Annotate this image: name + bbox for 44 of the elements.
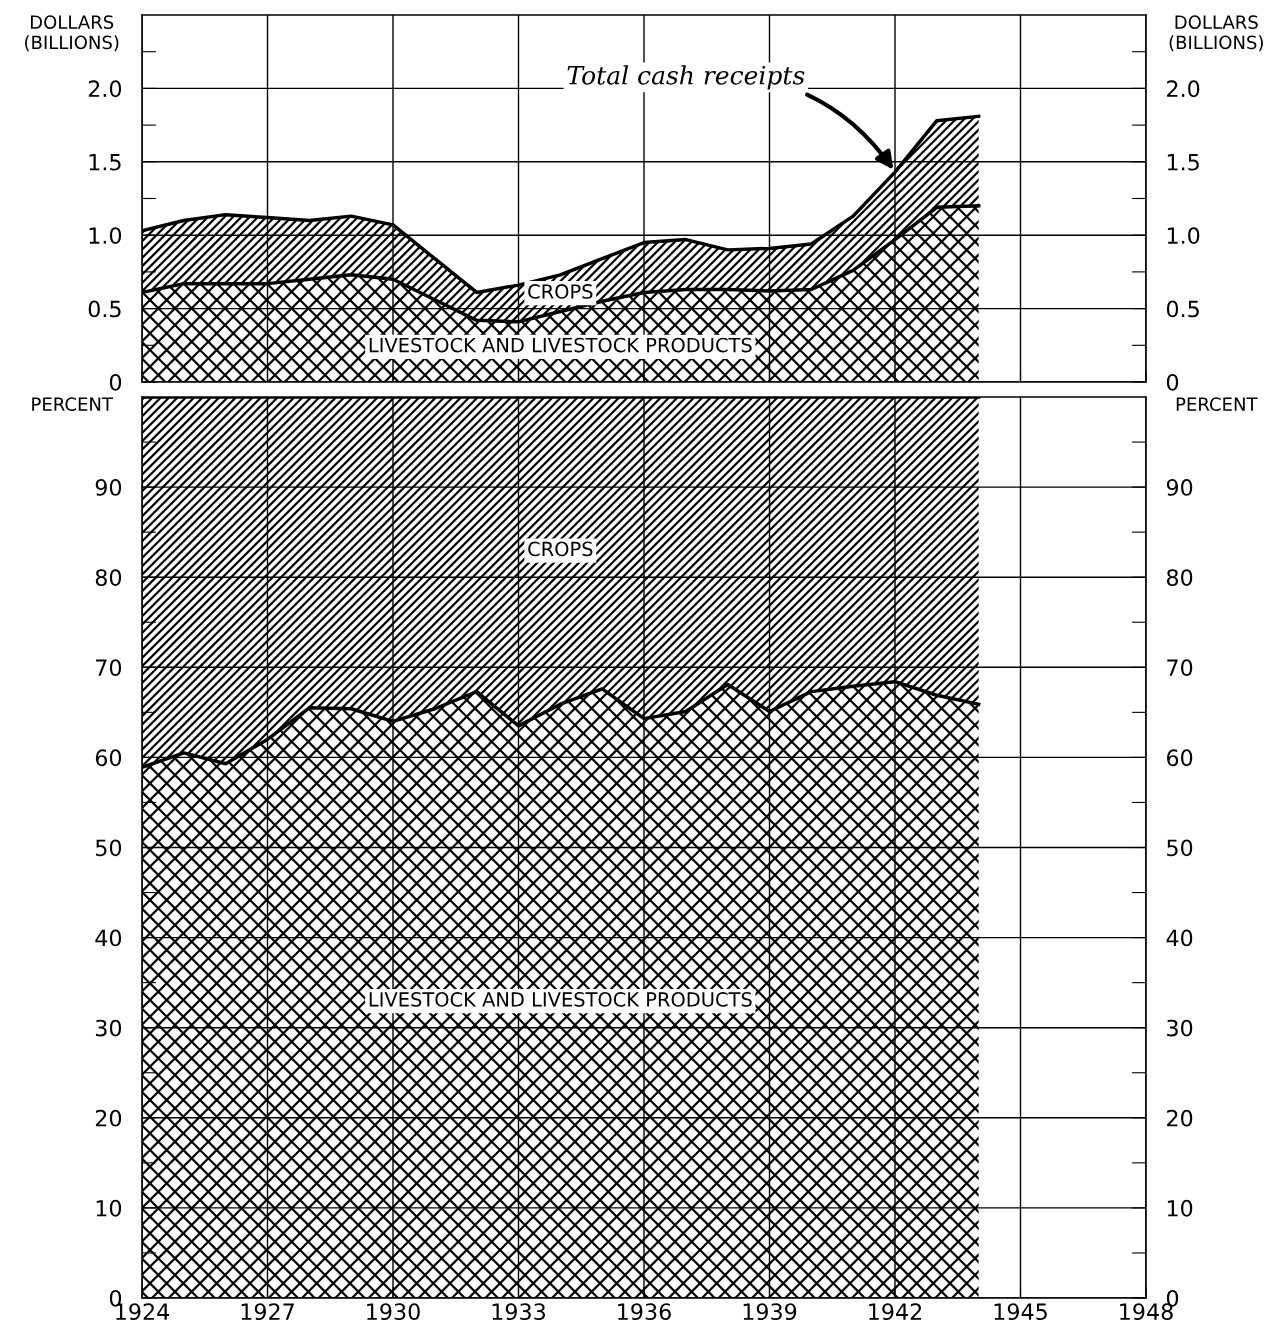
y-tick-label: 90 [95, 479, 122, 496]
x-tick-label: 1945 [994, 1303, 1047, 1321]
y-tick-label: 60 [95, 749, 122, 767]
y2-tick-label: 1.5 [1167, 154, 1199, 171]
y2-tick-label: 30 [1167, 1019, 1193, 1037]
y-axis-title: DOLLARS (BILLIONS) [25, 15, 119, 52]
y2-tick-label: 10 [1167, 1199, 1193, 1217]
y-tick-label: 50 [95, 839, 122, 857]
y-tick-label: 40 [95, 929, 122, 947]
y2-tick-label: 60 [1167, 749, 1193, 767]
y-axis-title: PERCENT [32, 397, 114, 411]
x-tick-label: 1936 [618, 1303, 671, 1321]
series-label: LIVESTOCK AND LIVESTOCK PRODUCTS [369, 337, 752, 353]
y2-tick-label: 40 [1166, 929, 1193, 947]
y2-tick-label: 20 [1167, 1109, 1193, 1127]
y2-axis-title: DOLLARS (BILLIONS) [1169, 15, 1263, 52]
x-tick-label: 1927 [241, 1303, 294, 1321]
y-tick-label: 1.5 [89, 154, 121, 171]
y-tick-label: 80 [95, 569, 122, 586]
series-label: LIVESTOCK AND LIVESTOCK PRODUCTS [369, 992, 752, 1007]
y2-tick-label: 90 [1166, 479, 1193, 496]
y-tick-label: 70 [96, 659, 122, 677]
y-tick-label: 0.5 [88, 300, 121, 318]
y-tick-label: 1.0 [89, 227, 122, 244]
x-tick-label: 1933 [492, 1303, 545, 1321]
y2-tick-label: 2.0 [1167, 80, 1200, 98]
y-tick-label: 20 [95, 1109, 122, 1127]
x-tick-label: 1942 [869, 1303, 922, 1321]
annotation: Total cash receipts [567, 65, 805, 90]
y-tick-label: 10 [96, 1199, 122, 1217]
series-label: CROPS [528, 284, 593, 299]
y2-tick-label: 50 [1167, 839, 1193, 857]
y2-tick-label: 70 [1167, 659, 1193, 677]
y-tick-label: 0 [109, 373, 122, 391]
x-tick-label: 1939 [743, 1303, 797, 1321]
y2-tick-label: 0 [1166, 373, 1179, 391]
y2-tick-label: 80 [1166, 569, 1193, 586]
y2-axis-title: PERCENT [1176, 397, 1258, 411]
series-label: CROPS [528, 541, 593, 557]
y-tick-label: 2.0 [88, 80, 122, 98]
y2-tick-label: 0.5 [1166, 300, 1199, 318]
y2-tick-label: 1.0 [1167, 227, 1200, 244]
x-tick-label: 1930 [367, 1303, 420, 1321]
y-tick-label: 30 [95, 1019, 122, 1037]
